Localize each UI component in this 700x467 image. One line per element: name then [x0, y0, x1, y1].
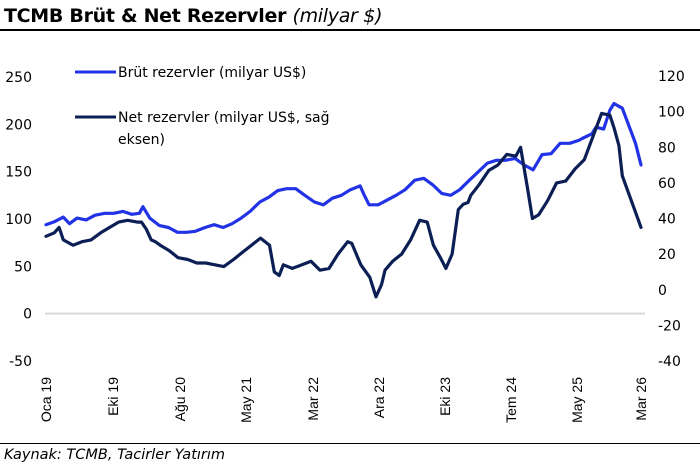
title-divider [0, 29, 700, 31]
left-axis-tick-label: -50 [9, 354, 32, 370]
right-axis-tick-label: 60 [658, 176, 676, 192]
right-axis-tick-label: -20 [658, 318, 681, 334]
chart-title: TCMB Brüt & Net Rezervler (milyar $) [4, 5, 382, 27]
series-line-net [44, 111, 643, 299]
x-axis-tick-label: Ağu 20 [172, 377, 188, 422]
left-axis-tick-label: 200 [5, 117, 32, 133]
chart-title-main: TCMB Brüt & Net Rezervler [4, 5, 287, 27]
x-axis-tick-label: Mar 22 [305, 377, 321, 421]
x-axis-tick-label: Oca 19 [38, 377, 54, 422]
x-axis-tick-label: Eki 23 [437, 377, 453, 416]
left-axis-tick-label: 150 [5, 165, 32, 181]
right-axis-tick-label: -40 [658, 354, 681, 370]
left-axis-tick-label: 0 [23, 307, 32, 323]
chart-title-unit: (milyar $) [292, 5, 383, 27]
footer-divider [0, 443, 700, 444]
right-axis-tick-label: 40 [658, 212, 676, 228]
legend-label-brut: Brüt rezervler (milyar US$) [118, 65, 306, 81]
legend: Brüt rezervler (milyar US$) Net rezervle… [75, 65, 329, 148]
x-axis-tick-label: May 25 [569, 377, 585, 423]
x-axis-tick-label: May 21 [238, 377, 254, 423]
right-axis-tick-label: 80 [658, 140, 676, 156]
right-axis-tick-label: 20 [658, 247, 676, 263]
source-note: Kaynak: TCMB, Tacirler Yatırım [4, 447, 226, 463]
x-axis-tick-label: Ara 22 [371, 377, 387, 418]
right-axis-ticks: 120 100 80 60 40 20 0 -20 -40 [658, 69, 685, 370]
series-line-brut [44, 101, 643, 234]
right-axis-tick-label: 0 [658, 283, 667, 299]
x-axis-tick-label: Mar 26 [633, 377, 649, 421]
right-axis-tick-label: 100 [658, 105, 685, 121]
legend-label-net-line2: eksen) [118, 132, 165, 148]
left-axis-ticks: 250 200 150 100 50 0 -50 [5, 70, 32, 370]
x-axis-tick-label: Tem 24 [503, 377, 519, 423]
left-axis-tick-label: 50 [14, 259, 32, 275]
x-axis-ticks: Oca 19 Eki 19 Ağu 20 May 21 Mar 22 Ara 22 Eki … [38, 377, 649, 423]
right-axis-tick-label: 120 [658, 69, 685, 85]
left-axis-tick-label: 100 [5, 212, 32, 228]
x-axis-tick-label: Eki 19 [105, 377, 121, 416]
legend-label-net: Net rezervler (milyar US$, sağ [118, 110, 329, 126]
left-axis-tick-label: 250 [5, 70, 32, 86]
